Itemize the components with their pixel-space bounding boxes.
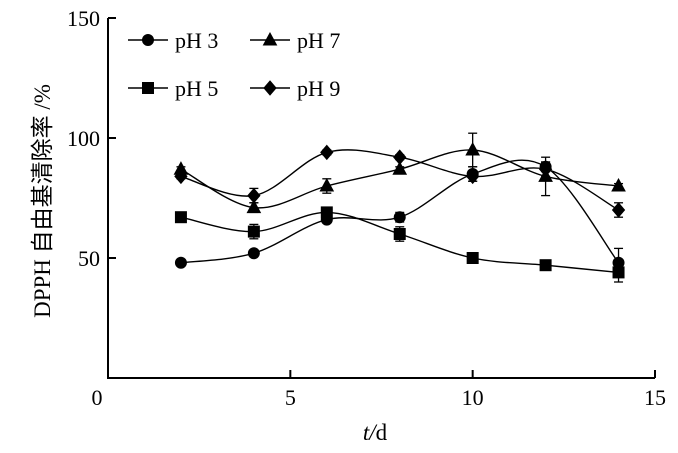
data-point-diamond [320, 144, 334, 161]
x-tick-label: 10 [462, 385, 484, 410]
y-tick-label: 100 [67, 126, 100, 151]
data-point-square [320, 206, 333, 219]
x-tick-label: 0 [92, 385, 103, 410]
legend-marker-circle [142, 34, 154, 46]
y-tick-label: 50 [78, 246, 100, 271]
data-point-triangle [319, 177, 335, 192]
data-point-diamond [174, 168, 188, 185]
data-point-triangle [246, 199, 262, 214]
data-point-square [612, 266, 625, 279]
data-point-square [247, 225, 260, 238]
series-layer [173, 132, 626, 283]
legend-label: pH 9 [297, 76, 340, 101]
data-point-triangle [611, 177, 626, 192]
data-point-circle [174, 256, 187, 269]
series-ph-5 [174, 206, 625, 283]
axes [107, 18, 655, 379]
legend-label: pH 5 [175, 76, 218, 101]
legend: pH 3 pH 5 pH 7 pH 9 [128, 28, 340, 101]
series-ph-9 [174, 144, 626, 218]
y-axis-label: DPPH 自由基清除率 /% [30, 84, 55, 318]
legend-label: pH 7 [297, 28, 340, 53]
data-point-square [466, 252, 479, 264]
data-point-diamond [611, 202, 626, 218]
legend-marker-triangle [262, 31, 278, 46]
data-point-triangle [392, 161, 408, 175]
data-point-diamond [538, 161, 553, 177]
legend-marker-diamond [263, 80, 277, 96]
data-point-square [539, 259, 552, 272]
legend-item: pH 3 [128, 28, 218, 53]
data-point-diamond [466, 168, 480, 185]
x-tick-label: 5 [285, 385, 296, 410]
y-tick-label: 150 [67, 6, 100, 31]
data-point-diamond [393, 149, 407, 165]
x-axis-label: t/d [362, 420, 388, 445]
legend-marker-square [142, 82, 154, 94]
ticks: 0 5 10 15 50 100 150 [67, 6, 666, 410]
data-point-diamond [247, 187, 261, 204]
data-point-triangle [465, 141, 481, 156]
legend-item: pH 7 [250, 28, 340, 53]
legend-label: pH 3 [175, 28, 218, 53]
x-tick-label: 15 [644, 385, 666, 410]
data-point-square [174, 211, 187, 224]
data-point-circle [393, 211, 406, 224]
data-point-circle [247, 247, 260, 260]
data-point-square [393, 228, 406, 240]
legend-item: pH 5 [128, 76, 218, 101]
series-ph-3 [174, 159, 625, 278]
legend-item: pH 9 [250, 76, 340, 101]
